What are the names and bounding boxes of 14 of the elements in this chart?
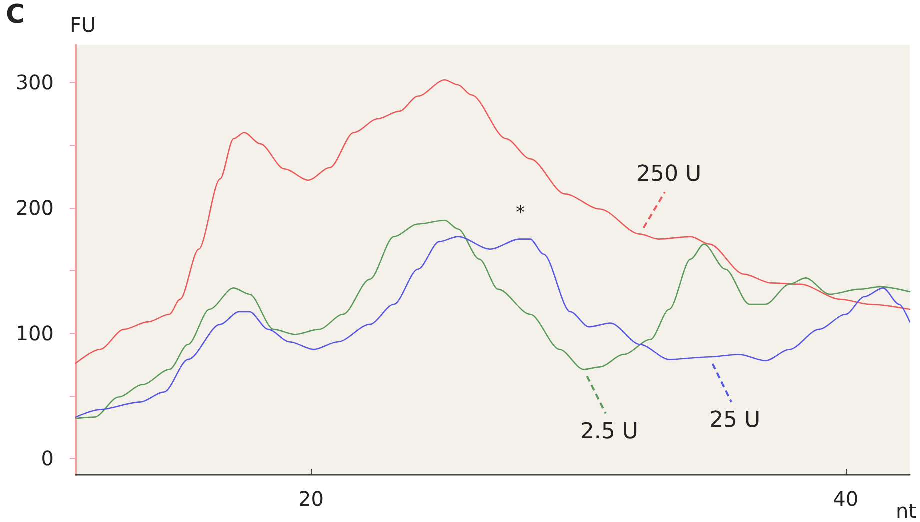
x-tick-label: 40 — [833, 487, 859, 511]
x-axis-title: nt — [896, 499, 917, 522]
legend-label: 25 U — [709, 408, 761, 433]
y-tick-label: 0 — [41, 446, 54, 471]
x-tick-label: 20 — [298, 487, 324, 511]
legend-label: 2.5 U — [580, 419, 639, 444]
text: C — [6, 0, 26, 30]
line-series — [75, 79, 911, 364]
y-axis-title: FU — [70, 13, 96, 37]
y-tick-label: 300 — [16, 70, 54, 95]
series-label: 250 U — [636, 162, 702, 187]
y-tick-label: 100 — [16, 321, 54, 346]
y-tick-label: 200 — [16, 196, 54, 220]
annotation: * — [516, 202, 525, 224]
